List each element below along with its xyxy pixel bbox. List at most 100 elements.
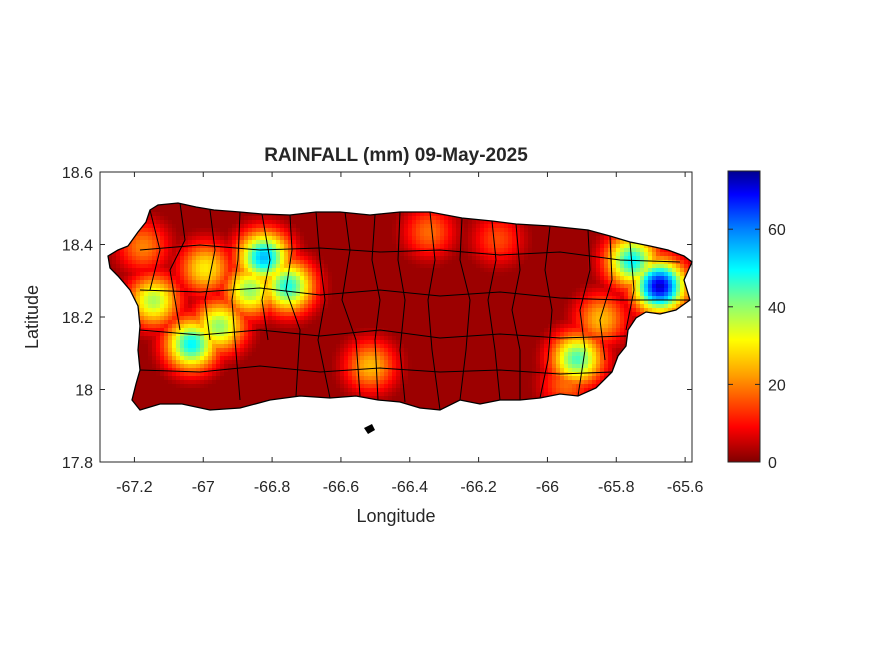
rain-cell bbox=[136, 272, 141, 277]
rain-cell bbox=[672, 268, 677, 273]
rain-cell bbox=[228, 292, 233, 297]
rain-cell bbox=[196, 256, 201, 261]
rain-cell bbox=[532, 332, 537, 337]
rain-cell bbox=[592, 276, 597, 281]
rain-cell bbox=[528, 276, 533, 281]
rain-cell bbox=[328, 236, 333, 241]
rain-cell bbox=[456, 264, 461, 269]
rain-cell bbox=[428, 308, 433, 313]
rain-cell bbox=[612, 252, 617, 257]
rain-cell bbox=[280, 220, 285, 225]
rain-cell bbox=[448, 240, 453, 245]
rain-cell bbox=[656, 280, 661, 285]
rain-cell bbox=[336, 228, 341, 233]
rain-cell bbox=[492, 256, 497, 261]
rain-cell bbox=[144, 316, 149, 321]
rain-cell bbox=[380, 300, 385, 305]
rain-cell bbox=[408, 312, 413, 317]
rain-cell bbox=[308, 304, 313, 309]
rain-cell bbox=[172, 304, 177, 309]
rain-cell bbox=[648, 252, 653, 257]
rain-cell bbox=[408, 248, 413, 253]
rain-cell bbox=[504, 260, 509, 265]
rain-cell bbox=[664, 252, 669, 257]
rain-cell bbox=[440, 260, 445, 265]
rain-cell bbox=[292, 280, 297, 285]
rain-cell bbox=[420, 328, 425, 333]
rain-cell bbox=[160, 296, 165, 301]
rain-cell bbox=[396, 308, 401, 313]
rain-cell bbox=[228, 276, 233, 281]
rain-cell bbox=[260, 316, 265, 321]
rain-cell bbox=[592, 316, 597, 321]
rain-cell bbox=[176, 203, 181, 205]
rain-cell bbox=[176, 224, 181, 229]
rain-cell bbox=[200, 232, 205, 237]
rain-cell bbox=[604, 260, 609, 265]
rain-cell bbox=[648, 276, 653, 281]
rain-cell bbox=[624, 252, 629, 257]
rain-cell bbox=[520, 312, 525, 317]
rain-cell bbox=[520, 244, 525, 249]
rain-cell bbox=[248, 320, 253, 325]
rain-cell bbox=[184, 308, 189, 313]
rain-cell bbox=[408, 244, 413, 249]
rain-cell bbox=[284, 324, 289, 329]
rain-cell bbox=[164, 228, 169, 233]
rain-cell bbox=[220, 296, 225, 301]
rain-cell bbox=[532, 276, 537, 281]
rain-cell bbox=[332, 252, 337, 257]
rain-cell bbox=[296, 216, 301, 221]
rain-cell bbox=[392, 236, 397, 241]
rain-cell bbox=[244, 260, 249, 265]
rain-cell bbox=[408, 224, 413, 229]
rain-cell bbox=[600, 304, 605, 309]
rain-cell bbox=[272, 276, 277, 281]
rain-cell bbox=[196, 268, 201, 273]
rain-cell bbox=[528, 288, 533, 293]
rain-cell bbox=[420, 268, 425, 273]
rain-cell bbox=[580, 304, 585, 309]
rain-cell bbox=[264, 224, 269, 229]
rain-cell bbox=[408, 228, 413, 233]
rain-cell bbox=[192, 216, 197, 221]
rain-cell bbox=[276, 220, 281, 225]
rain-cell bbox=[168, 296, 173, 301]
rain-cell bbox=[608, 320, 613, 325]
rain-cell bbox=[564, 328, 569, 333]
rain-cell bbox=[652, 292, 657, 297]
rain-cell bbox=[288, 304, 293, 309]
rain-cell bbox=[540, 332, 545, 337]
rain-cell bbox=[404, 260, 409, 265]
rain-cell bbox=[428, 228, 433, 233]
rain-cell bbox=[480, 264, 485, 269]
rain-cell bbox=[536, 296, 541, 301]
rain-cell bbox=[192, 280, 197, 285]
rain-cell bbox=[168, 276, 173, 281]
rain-cell bbox=[632, 256, 637, 261]
rain-cell bbox=[384, 296, 389, 301]
rain-cell bbox=[308, 268, 313, 273]
rain-cell bbox=[468, 320, 473, 325]
rain-cell bbox=[364, 268, 369, 273]
rain-cell bbox=[196, 240, 201, 245]
rain-cell bbox=[496, 236, 501, 241]
rain-cell bbox=[368, 264, 373, 269]
rain-cell bbox=[428, 224, 433, 229]
rain-cell bbox=[124, 272, 129, 277]
rain-cell bbox=[568, 308, 573, 313]
rain-cell bbox=[492, 260, 497, 265]
rain-cell bbox=[176, 280, 181, 285]
rain-cell bbox=[272, 332, 277, 337]
rain-cell bbox=[680, 284, 685, 289]
rain-cell bbox=[304, 284, 309, 289]
rain-cell bbox=[292, 220, 297, 225]
rain-cell bbox=[316, 296, 321, 301]
rain-cell bbox=[604, 244, 609, 249]
rain-cell bbox=[348, 300, 353, 305]
rain-cell bbox=[420, 252, 425, 257]
rain-cell bbox=[124, 248, 129, 253]
rain-cell bbox=[236, 296, 241, 301]
rain-cell bbox=[172, 272, 177, 277]
rain-cell bbox=[448, 304, 453, 309]
